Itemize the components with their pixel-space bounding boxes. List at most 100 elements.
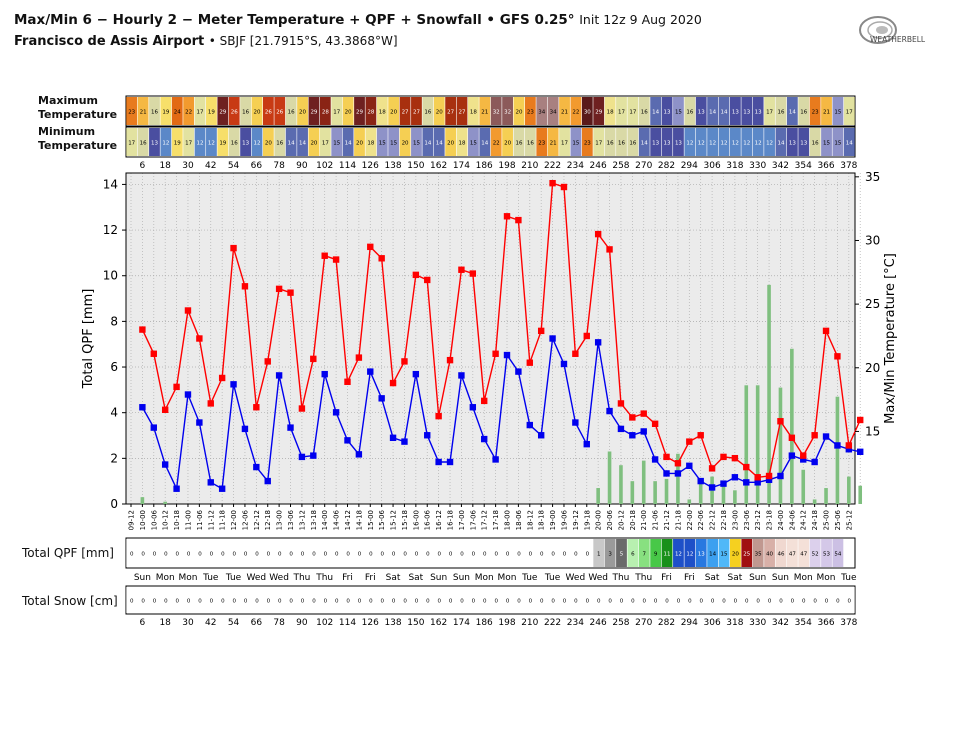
min-row-cell bbox=[786, 128, 798, 156]
snow-row-cell-value: 0 bbox=[164, 599, 168, 605]
max-row-cell bbox=[821, 97, 832, 125]
x-tick-label: 14-06 bbox=[333, 509, 341, 530]
min-row-cell-value: 14 bbox=[777, 141, 784, 147]
qpf-row-cell-value: 0 bbox=[324, 552, 328, 558]
min-row-label: Minimum Temperature bbox=[38, 125, 117, 153]
x-tick-label: 20-06 bbox=[606, 509, 614, 530]
min-row-cell-value: 20 bbox=[402, 141, 409, 147]
max-row-cell bbox=[319, 97, 331, 125]
qpf-row-cell-value: 0 bbox=[392, 552, 396, 558]
y-tick-label: 2 bbox=[110, 451, 118, 465]
max-temp-point bbox=[777, 418, 784, 425]
x-tick-label: 15-12 bbox=[390, 510, 398, 530]
max-row-cell-value: 29 bbox=[595, 110, 602, 116]
max-row-cell-value: 18 bbox=[379, 110, 386, 116]
x-tick-label: 13-06 bbox=[287, 509, 295, 530]
qpf-row-cell bbox=[456, 539, 468, 567]
snow-row-cell-value: 0 bbox=[244, 599, 248, 605]
snow-row-cell-value: 0 bbox=[529, 599, 533, 605]
hour-label-top: 318 bbox=[726, 161, 743, 171]
max-row-cell-value: 14 bbox=[709, 110, 716, 116]
qpf-row-cell-value: 9 bbox=[654, 552, 658, 558]
qpf-row-cell bbox=[149, 539, 160, 567]
max-row-cell-value: 27 bbox=[447, 110, 454, 116]
hour-label-top: 150 bbox=[407, 161, 424, 171]
max-row-cell bbox=[832, 97, 844, 125]
max-row-cell bbox=[524, 97, 536, 125]
max-temp-point bbox=[401, 358, 408, 365]
min-row-cell bbox=[468, 128, 479, 156]
qpf-bar bbox=[596, 488, 600, 504]
qpf-bar bbox=[847, 476, 851, 504]
min-temp-point bbox=[253, 463, 260, 471]
qpf-row-cell-value: 0 bbox=[346, 552, 350, 558]
hour-label-top: 90 bbox=[296, 161, 308, 171]
snow-row-cell-value: 0 bbox=[745, 599, 749, 605]
min-temp-point bbox=[537, 432, 545, 439]
x-tick-label: 18-18 bbox=[538, 510, 546, 530]
x-tick-label: 23-18 bbox=[766, 510, 774, 530]
qpf-row-cell-value: 0 bbox=[472, 552, 476, 558]
snow-row-cell-value: 0 bbox=[643, 599, 647, 605]
qpf-row-cell-value: 0 bbox=[529, 552, 533, 558]
snow-row-cell-value: 0 bbox=[312, 599, 316, 605]
x-tick-label: 15-00 bbox=[367, 510, 375, 530]
qpf-row-cell-value: 54 bbox=[834, 552, 841, 558]
max-temp-point bbox=[161, 406, 169, 413]
plot-area bbox=[126, 173, 855, 504]
x-tick-label: 21-00 bbox=[640, 510, 648, 530]
qpf-row-cell-value: 0 bbox=[312, 552, 316, 558]
max-row-cell bbox=[206, 97, 217, 125]
qpf-row-cell-value: 0 bbox=[187, 552, 191, 558]
qpf-row-cell-value: 0 bbox=[540, 552, 544, 558]
min-row-cell-value: 20 bbox=[310, 141, 317, 147]
qpf-row-cell bbox=[593, 539, 605, 567]
qpf-bar bbox=[824, 488, 828, 504]
min-temp-point bbox=[355, 451, 363, 458]
min-row-cell-value: 16 bbox=[515, 141, 522, 147]
min-row-cell-value: 12 bbox=[721, 141, 728, 147]
snow-row-cell bbox=[433, 587, 445, 613]
max-temp-point bbox=[173, 383, 180, 391]
qpf-row-cell bbox=[376, 539, 388, 567]
max-row-cell bbox=[331, 97, 343, 125]
min-row-cell bbox=[604, 128, 616, 156]
min-row-cell bbox=[411, 128, 422, 156]
x-tick-label: 20-18 bbox=[629, 510, 637, 530]
day-label: Tue bbox=[521, 573, 538, 583]
min-row-cell bbox=[240, 128, 251, 156]
qpf-row-cell-value: 0 bbox=[141, 552, 145, 558]
hour-label-top: 54 bbox=[228, 161, 240, 171]
min-row-cell-value: 12 bbox=[686, 141, 693, 147]
qpf-row-cell bbox=[490, 539, 502, 567]
max-temp-point bbox=[298, 405, 306, 412]
qpf-row-cell bbox=[433, 539, 445, 567]
hour-label-bottom: 354 bbox=[795, 618, 812, 628]
qpf-row-cell bbox=[661, 539, 673, 567]
qpf-row-cell-value: 0 bbox=[289, 552, 293, 558]
day-label: Wed bbox=[247, 573, 267, 583]
day-label: Sat bbox=[705, 573, 720, 583]
snow-row-cell-value: 0 bbox=[381, 599, 385, 605]
snow-row-cell bbox=[604, 587, 616, 613]
qpf-row-cell bbox=[126, 539, 138, 567]
min-temp-point bbox=[811, 458, 818, 466]
snow-row-cell-value: 0 bbox=[620, 599, 624, 605]
min-row-cell bbox=[285, 128, 297, 156]
qpf-row-cell bbox=[251, 539, 263, 567]
qpf-row-cell bbox=[616, 539, 627, 567]
qpf-row-cell-value: 0 bbox=[506, 552, 510, 558]
min-row-cell-value: 17 bbox=[595, 141, 602, 147]
max-row-cell bbox=[616, 97, 627, 125]
max-temp-point bbox=[458, 266, 465, 273]
max-temp-point bbox=[526, 359, 533, 366]
max-row-cell-value: 13 bbox=[755, 110, 762, 116]
qpf-row-cell-value: 47 bbox=[800, 552, 807, 558]
max-temp-point bbox=[572, 350, 579, 357]
min-temp-point bbox=[481, 435, 488, 443]
min-row-cell bbox=[752, 128, 764, 156]
min-row-cell bbox=[650, 128, 662, 156]
max-row-cell bbox=[388, 97, 400, 125]
y-tick-label: 0 bbox=[110, 497, 118, 511]
hour-label-bottom: 342 bbox=[772, 618, 789, 628]
